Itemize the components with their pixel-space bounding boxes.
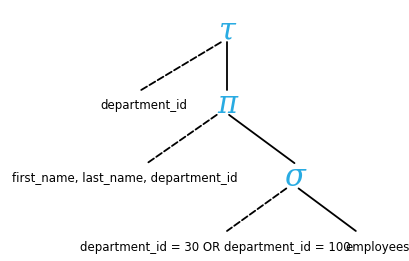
Text: first_name, last_name, department_id: first_name, last_name, department_id (12, 172, 238, 185)
Text: π: π (217, 89, 237, 120)
Text: τ: τ (218, 16, 236, 47)
Text: department_id: department_id (100, 99, 187, 112)
Text: department_id = 30 OR department_id = 100: department_id = 30 OR department_id = 10… (80, 241, 351, 254)
Text: σ: σ (284, 162, 305, 193)
Text: employees: employees (346, 241, 409, 254)
